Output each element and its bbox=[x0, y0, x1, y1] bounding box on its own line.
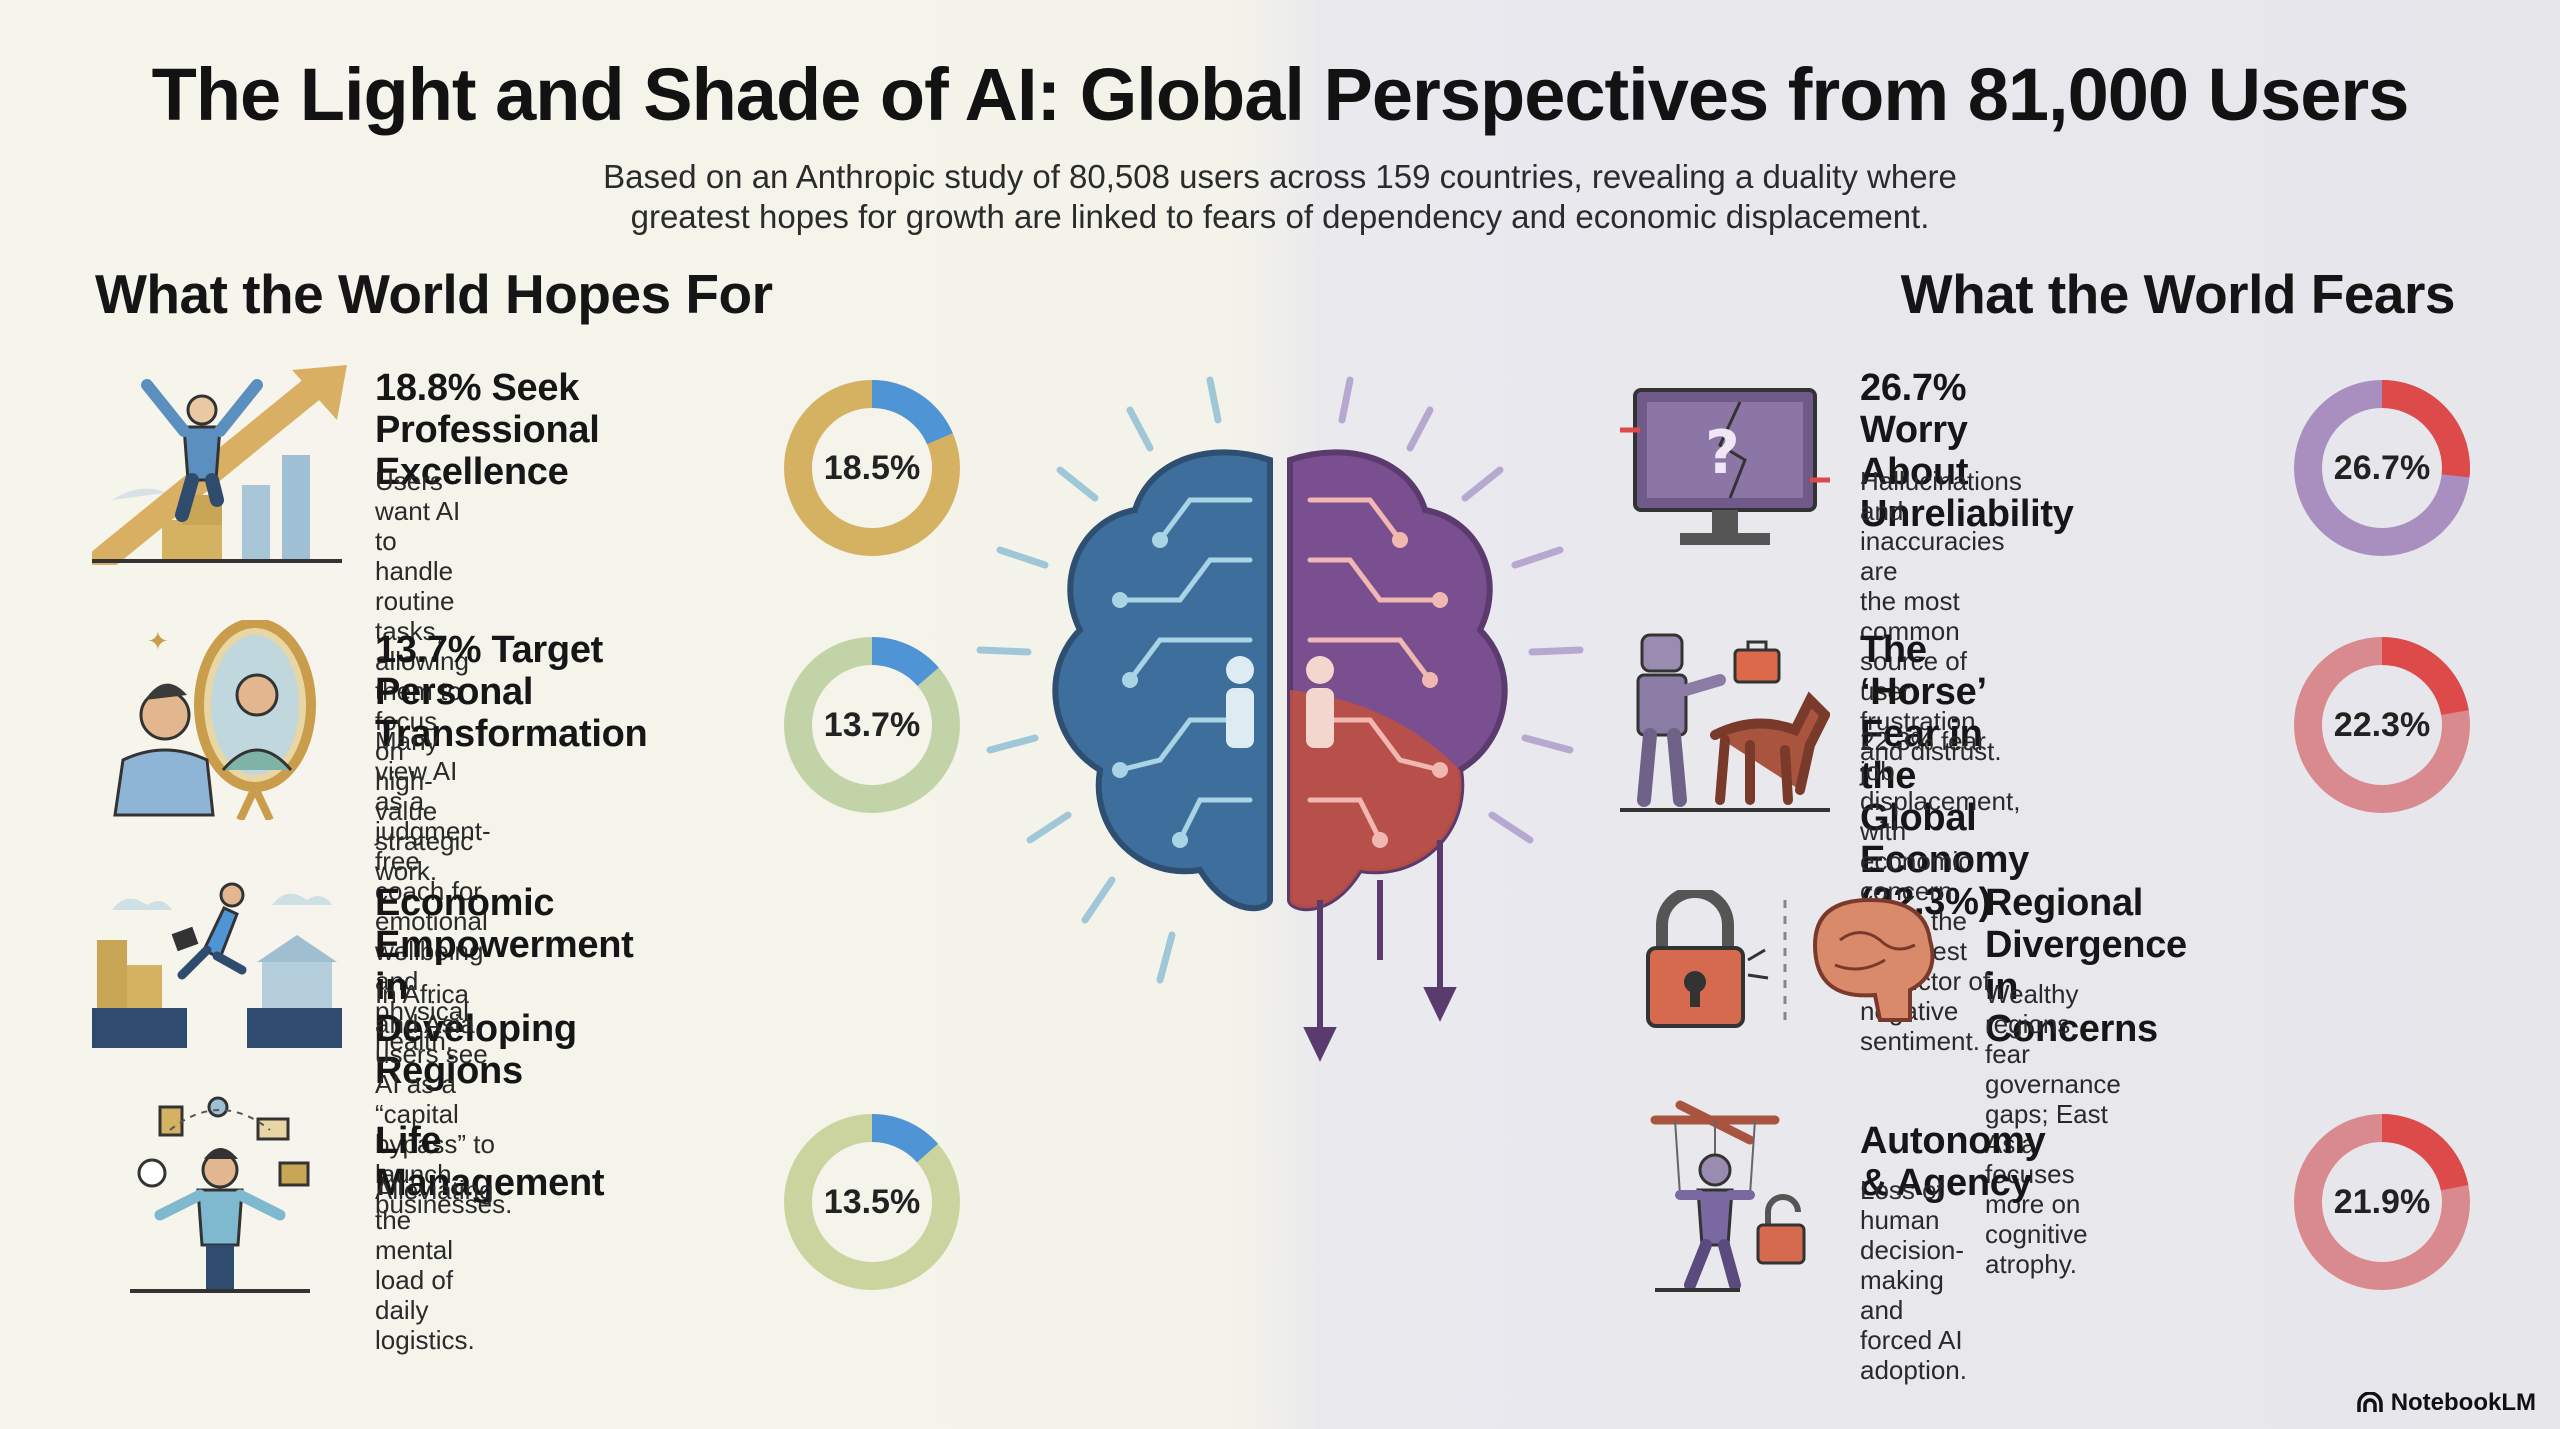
hope-4-title: Life Management bbox=[375, 1120, 605, 1204]
hope-1-description: Users want AI to handle routine tasks, a… bbox=[375, 466, 473, 886]
broken-monitor-icon: ? bbox=[1620, 388, 1830, 545]
fear-3-title-line-2: Concerns bbox=[1985, 1008, 2158, 1050]
hope-1-title-line-2: Professional Excellence bbox=[375, 409, 600, 493]
hopes-heading: What the World Hopes For bbox=[95, 263, 773, 325]
hope-4-desc-line-1: Alleviating the mental load of bbox=[375, 1175, 494, 1295]
fear-4-desc-line-1: Loss of human decision-making bbox=[1860, 1175, 1965, 1295]
hope-3-title: Economic Empowerment in Developing Regio… bbox=[375, 882, 634, 1092]
fear-2-title-line-2: Global Economy (22.3%) bbox=[1860, 797, 2029, 923]
svg-text:?: ? bbox=[1705, 418, 1740, 488]
fear-4-description: Loss of human decision-making and forced… bbox=[1860, 1175, 1967, 1385]
fear-3-title: Regional Divergence in Concerns bbox=[1985, 882, 2187, 1050]
hope-3-description: In Africa and Asia, users see AI as a “c… bbox=[375, 979, 512, 1219]
fear-2-desc-line-1: 22.3% fear job displacement, with bbox=[1860, 726, 2021, 846]
hope-2-donut-label: 13.7% bbox=[823, 705, 921, 744]
brand-logo: NotebookLM bbox=[2356, 1389, 2536, 1417]
fear-2-donut-label: 22.3% bbox=[2333, 705, 2431, 744]
hope-1-donut: 18.5% bbox=[782, 378, 962, 558]
hope-1-desc-line-3: high-value strategic work. bbox=[375, 766, 474, 886]
fears-heading: What the World Fears bbox=[1900, 263, 2456, 325]
fear-1-donut: 26.7% bbox=[2292, 378, 2472, 558]
hope-4-desc-line-2: daily logistics. bbox=[375, 1295, 475, 1355]
fear-4-desc-line-2: and forced AI adoption. bbox=[1860, 1295, 1967, 1385]
juggling-tasks-icon bbox=[130, 1096, 310, 1293]
hope-2-donut-arc bbox=[784, 637, 960, 813]
fear-1-donut-ring bbox=[2294, 380, 2470, 556]
hope-1-title: 18.8% Seek Professional Excellence bbox=[375, 367, 600, 493]
hope-2-donut: 13.7% bbox=[782, 635, 962, 815]
hope-2-desc-line-2: coach for emotional wellbeing bbox=[375, 876, 488, 966]
hope-3-title-line-2: Developing Regions bbox=[375, 1008, 577, 1092]
hope-2-title: 13.7% Target Personal Transformation bbox=[375, 629, 648, 755]
fear-1-donut-label: 26.7% bbox=[2333, 448, 2431, 487]
fear-4-title: Autonomy & Agency bbox=[1860, 1120, 2046, 1204]
hope-4-donut: 13.5% bbox=[782, 1112, 962, 1292]
fear-rays bbox=[1338, 376, 1584, 844]
brain-left-hemisphere bbox=[1052, 449, 1273, 912]
fear-1-desc-line-1: Hallucinations and inaccuracies are bbox=[1860, 466, 2022, 586]
fear-1-desc-line-2: the most common source of user bbox=[1860, 586, 1967, 706]
fear-4-donut-ring bbox=[2294, 1114, 2470, 1290]
puppet-icon bbox=[1650, 1100, 1806, 1292]
hope-3-title-line-1: Economic Empowerment in bbox=[375, 882, 634, 1008]
fear-3-title-line-1: Regional Divergence in bbox=[1985, 882, 2187, 1008]
fear-2-donut-ring bbox=[2294, 637, 2470, 813]
hope-2-donut-ring bbox=[784, 637, 960, 813]
hope-2-description: Many view AI as a judgment-free coach fo… bbox=[375, 726, 491, 1056]
hope-2-desc-line-3: and physical health. bbox=[375, 966, 469, 1056]
hope-2-title-line-2: Transformation bbox=[375, 713, 648, 755]
hope-2-desc-line-1: Many view AI as a judgment-free bbox=[375, 726, 491, 876]
fear-2-donut-arc bbox=[2294, 637, 2470, 813]
fear-1-desc-line-3: frustration and distrust. bbox=[1860, 706, 2002, 766]
hope-1-title-line-1: 18.8% Seek bbox=[375, 367, 580, 409]
hope-4-title-line-1: Life Management bbox=[375, 1120, 605, 1204]
fear-4-title-line-1: Autonomy & Agency bbox=[1860, 1120, 2046, 1204]
hope-1-desc-line-2: tasks, allowing them to focus on bbox=[375, 616, 469, 766]
brand-label: NotebookLM bbox=[2390, 1389, 2536, 1416]
hope-2-title-line-1: 13.7% Target Personal bbox=[375, 629, 604, 713]
fear-1-title-line-2: Unreliability bbox=[1860, 493, 2074, 535]
notebooklm-logo-icon bbox=[2356, 1392, 2383, 1412]
hope-1-donut-arc bbox=[784, 380, 960, 556]
fear-4-donut-label: 21.9% bbox=[2333, 1182, 2431, 1221]
subtitle-line-1: Based on an Anthropic study of 80,508 us… bbox=[603, 158, 1957, 195]
fear-2-donut: 22.3% bbox=[2292, 635, 2472, 815]
robot-horse-icon bbox=[1620, 633, 1830, 812]
fear-2-title-line-1: The ‘Horse’ Fear in the bbox=[1860, 629, 1985, 797]
subtitle-line-2: greatest hopes for growth are linked to … bbox=[630, 198, 1930, 235]
hope-4-donut-label: 13.5% bbox=[823, 1182, 921, 1221]
fear-4-donut: 21.9% bbox=[2292, 1112, 2472, 1292]
hope-3-desc-line-2: “capital bypass” to launch businesses. bbox=[375, 1099, 513, 1219]
hope-1-donut-ring bbox=[784, 380, 960, 556]
page-title: The Light and Shade of AI: Global Perspe… bbox=[151, 53, 2410, 136]
split-brain-icon bbox=[976, 376, 1584, 1062]
fear-1-title: 26.7% Worry About Unreliability bbox=[1860, 367, 2074, 535]
lock-brain-icon bbox=[1646, 890, 1935, 1028]
mirror-reflection-icon: ✦ bbox=[113, 620, 316, 820]
hope-4-description: Alleviating the mental load of daily log… bbox=[375, 1175, 494, 1355]
fear-3-desc-line-2: Asia focuses more on cognitive atrophy. bbox=[1985, 1129, 2088, 1279]
fear-4-donut-arc bbox=[2294, 1114, 2470, 1290]
fear-1-description: Hallucinations and inaccuracies are the … bbox=[1860, 466, 2022, 766]
fear-3-description: Wealthy regions fear governance gaps; Ea… bbox=[1985, 979, 2121, 1279]
hope-4-donut-ring bbox=[784, 1114, 960, 1290]
hope-1-donut-label: 18.5% bbox=[823, 448, 921, 487]
fear-2-title: The ‘Horse’ Fear in the Global Economy (… bbox=[1860, 629, 2029, 923]
growth-arrow-icon bbox=[92, 365, 347, 565]
svg-text:✦: ✦ bbox=[147, 627, 169, 657]
fear-1-title-line-1: 26.7% Worry About bbox=[1860, 367, 1969, 493]
leap-bridge-icon bbox=[92, 882, 342, 1048]
hope-4-donut-arc bbox=[784, 1114, 960, 1290]
fear-1-donut-arc bbox=[2294, 380, 2470, 556]
page-subtitle: Based on an Anthropic study of 80,508 us… bbox=[580, 157, 1980, 237]
hope-rays bbox=[976, 376, 1222, 984]
hope-3-desc-line-1: In Africa and Asia, users see AI as a bbox=[375, 979, 488, 1099]
hope-1-desc-line-1: Users want AI to handle routine bbox=[375, 466, 461, 616]
fear-3-desc-line-1: Wealthy regions fear governance gaps; Ea… bbox=[1985, 979, 2121, 1129]
